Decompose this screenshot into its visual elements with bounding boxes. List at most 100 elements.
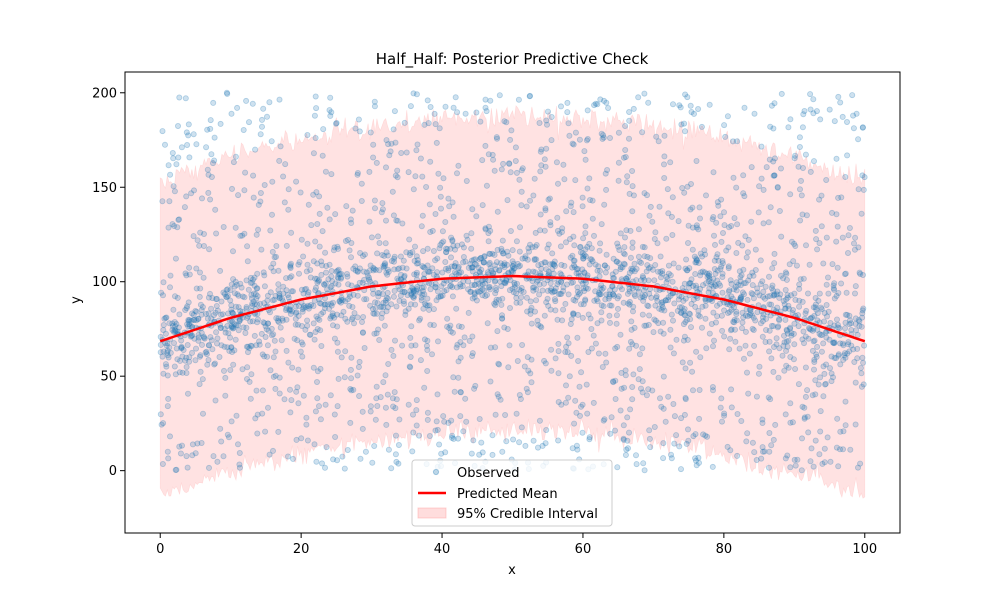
observed-point — [812, 391, 819, 398]
observed-point — [573, 270, 580, 277]
observed-point — [269, 248, 276, 255]
observed-point — [478, 439, 485, 446]
observed-point — [312, 284, 319, 291]
observed-point — [571, 257, 578, 264]
observed-point — [252, 415, 259, 422]
observed-point — [164, 347, 171, 354]
observed-point — [514, 260, 521, 267]
observed-point — [182, 270, 189, 277]
observed-point — [840, 446, 847, 453]
observed-point — [620, 250, 627, 257]
observed-point — [722, 133, 729, 140]
observed-point — [426, 432, 433, 439]
observed-point — [399, 288, 406, 295]
observed-point — [565, 340, 572, 347]
observed-point — [836, 325, 843, 332]
legend-interval-swatch — [417, 507, 447, 519]
observed-point — [300, 290, 307, 297]
observed-point — [412, 301, 419, 308]
observed-point — [230, 159, 237, 166]
observed-point — [684, 94, 691, 101]
observed-point — [358, 318, 365, 325]
observed-point — [554, 316, 561, 323]
observed-point — [245, 119, 252, 126]
observed-point — [482, 280, 489, 287]
observed-point — [185, 316, 192, 323]
observed-point — [287, 310, 294, 317]
observed-point — [233, 322, 240, 329]
observed-point — [172, 371, 179, 378]
observed-point — [831, 322, 838, 329]
observed-point — [799, 298, 806, 305]
observed-point — [782, 455, 789, 462]
observed-point — [811, 337, 818, 344]
observed-point — [479, 292, 486, 299]
observed-point — [753, 456, 760, 463]
observed-point — [743, 438, 750, 445]
observed-point — [762, 295, 769, 302]
observed-point — [516, 176, 523, 183]
observed-point — [782, 305, 789, 312]
observed-point — [842, 311, 849, 318]
observed-point — [766, 348, 773, 355]
observed-point — [304, 261, 311, 268]
observed-point — [444, 245, 451, 252]
observed-point — [310, 364, 317, 371]
observed-point — [710, 275, 717, 282]
observed-point — [693, 257, 700, 264]
observed-point — [381, 252, 388, 259]
observed-point — [356, 265, 363, 272]
observed-point — [157, 411, 164, 418]
observed-point — [263, 326, 270, 333]
observed-point — [839, 340, 846, 347]
observed-point — [766, 156, 773, 163]
observed-point — [507, 136, 514, 143]
observed-point — [351, 310, 358, 317]
observed-point — [200, 274, 207, 281]
observed-point — [670, 101, 677, 108]
observed-point — [721, 412, 728, 419]
observed-point — [809, 347, 816, 354]
observed-point — [385, 268, 392, 275]
observed-point — [329, 312, 336, 319]
observed-point — [409, 293, 416, 300]
observed-point — [734, 410, 741, 417]
observed-point — [420, 248, 427, 255]
observed-point — [659, 299, 666, 306]
observed-point — [726, 287, 733, 294]
observed-point — [538, 265, 545, 272]
observed-point — [778, 90, 785, 97]
observed-point — [229, 309, 236, 316]
observed-point — [680, 308, 687, 315]
observed-point — [431, 110, 438, 117]
observed-point — [567, 320, 574, 327]
observed-point — [737, 295, 744, 302]
observed-point — [825, 274, 832, 281]
observed-point — [285, 294, 292, 301]
observed-point — [624, 414, 631, 421]
observed-point — [493, 134, 500, 141]
observed-point — [243, 303, 250, 310]
observed-point — [486, 250, 493, 257]
observed-point — [498, 166, 505, 173]
observed-point — [347, 216, 354, 223]
observed-point — [324, 286, 331, 293]
observed-point — [563, 382, 570, 389]
observed-point — [541, 227, 548, 234]
observed-point — [664, 186, 671, 193]
observed-point — [532, 229, 539, 236]
observed-point — [802, 151, 809, 158]
observed-point — [244, 343, 251, 350]
observed-point — [532, 243, 539, 250]
observed-point — [469, 206, 476, 213]
observed-point — [204, 315, 211, 322]
observed-point — [609, 271, 616, 278]
observed-point — [584, 410, 591, 417]
observed-point — [310, 258, 317, 265]
observed-point — [297, 189, 304, 196]
observed-point — [680, 337, 687, 344]
observed-point — [847, 317, 854, 324]
observed-point — [426, 280, 433, 287]
observed-point — [229, 325, 236, 332]
observed-point — [656, 305, 663, 312]
